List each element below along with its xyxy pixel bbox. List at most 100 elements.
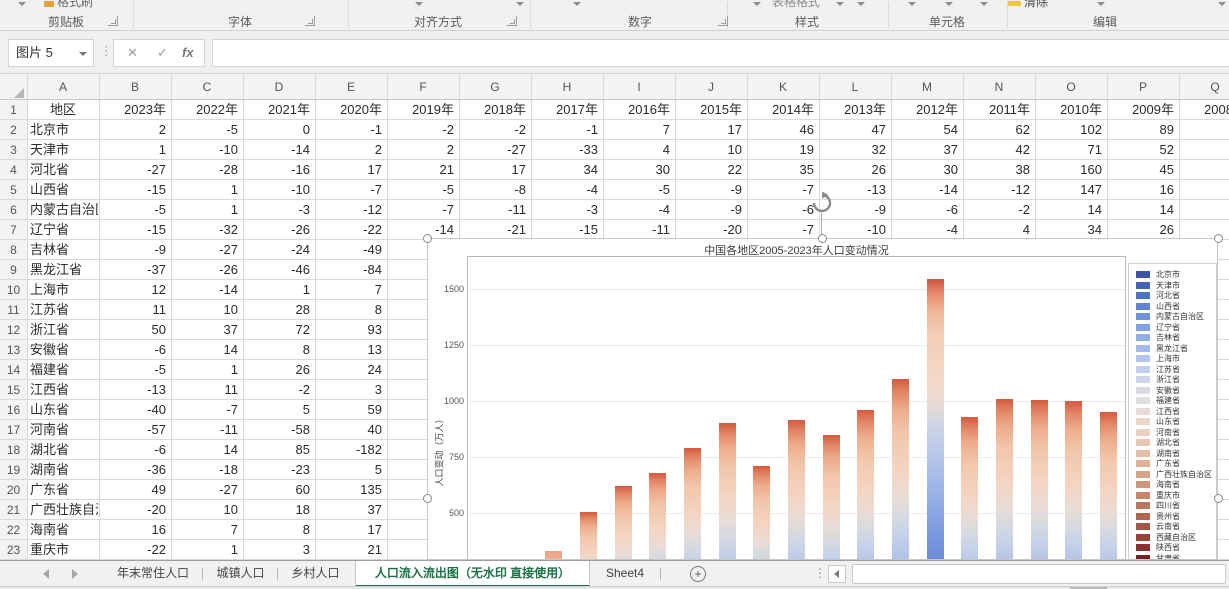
row-header-4[interactable]: 4 bbox=[10, 163, 17, 177]
value-cell[interactable]: 50 bbox=[151, 322, 166, 337]
value-cell[interactable]: 93 bbox=[367, 322, 382, 337]
row-header-3[interactable]: 3 bbox=[10, 143, 17, 157]
picture-selection-handle[interactable] bbox=[817, 233, 827, 243]
value-cell[interactable]: -57 bbox=[147, 422, 166, 437]
value-cell[interactable]: -9 bbox=[874, 202, 886, 217]
value-cell[interactable]: 35 bbox=[799, 162, 814, 177]
row-header-14[interactable]: 14 bbox=[6, 363, 21, 377]
value-cell[interactable]: 54 bbox=[943, 122, 958, 137]
value-cell[interactable]: 14 bbox=[223, 442, 238, 457]
value-cell[interactable]: -12 bbox=[363, 202, 382, 217]
row-header-20[interactable]: 20 bbox=[6, 483, 21, 497]
row-header-22[interactable]: 22 bbox=[6, 523, 21, 537]
value-cell[interactable]: -7 bbox=[802, 182, 814, 197]
chart-picture[interactable]: 中国各地区2005-2023年人口变动情况 500 750 1000 1250 1500… bbox=[427, 238, 1218, 560]
dropdown-caret-icon[interactable] bbox=[1218, 2, 1226, 6]
value-cell[interactable]: -28 bbox=[219, 162, 238, 177]
value-cell[interactable]: -11 bbox=[508, 202, 526, 217]
value-cell[interactable]: 46 bbox=[799, 122, 814, 137]
row-header-6[interactable]: 6 bbox=[10, 203, 17, 217]
region-cell[interactable]: 河北省 bbox=[30, 162, 70, 177]
value-cell[interactable]: -58 bbox=[291, 422, 310, 437]
column-header-B[interactable]: B bbox=[130, 80, 139, 94]
value-cell[interactable]: 18 bbox=[295, 502, 310, 517]
value-cell[interactable]: 24 bbox=[367, 362, 382, 377]
sheet-tab-2[interactable]: 城镇人口 bbox=[216, 566, 265, 580]
header-cell[interactable]: 2023年 bbox=[124, 102, 166, 117]
header-cell[interactable]: 2020年 bbox=[340, 102, 382, 117]
value-cell[interactable]: -2 bbox=[442, 122, 454, 137]
value-cell[interactable]: 147 bbox=[1080, 182, 1102, 197]
column-header-M[interactable]: M bbox=[922, 80, 932, 94]
value-cell[interactable]: 28 bbox=[295, 302, 310, 317]
region-cell[interactable]: 福建省 bbox=[30, 362, 70, 377]
column-header-G[interactable]: G bbox=[490, 80, 500, 94]
dropdown-caret-icon[interactable] bbox=[573, 2, 581, 6]
dropdown-caret-icon[interactable] bbox=[753, 2, 761, 6]
value-cell[interactable]: -20 bbox=[723, 222, 742, 237]
picture-selection-handle[interactable] bbox=[1213, 493, 1223, 503]
value-cell[interactable]: -22 bbox=[147, 542, 166, 557]
region-cell[interactable]: 北京市 bbox=[30, 122, 70, 137]
value-cell[interactable]: 49 bbox=[151, 482, 166, 497]
row-header-8[interactable]: 8 bbox=[10, 243, 17, 257]
value-cell[interactable]: 59 bbox=[367, 402, 382, 417]
region-cell[interactable]: 天津市 bbox=[30, 142, 70, 157]
value-cell[interactable]: -49 bbox=[363, 242, 382, 257]
value-cell[interactable]: 62 bbox=[1015, 122, 1030, 137]
formula-input[interactable] bbox=[212, 39, 1229, 67]
region-cell[interactable]: 浙江省 bbox=[30, 322, 70, 337]
value-cell[interactable]: 37 bbox=[223, 322, 238, 337]
value-cell[interactable]: -15 bbox=[579, 222, 598, 237]
column-header-P[interactable]: P bbox=[1138, 80, 1147, 94]
scrollbar-resize-grip[interactable]: ⋮ bbox=[814, 566, 826, 580]
value-cell[interactable]: -14 bbox=[291, 142, 310, 157]
value-cell[interactable]: 1 bbox=[230, 362, 238, 377]
value-cell[interactable]: -27 bbox=[507, 142, 526, 157]
value-cell[interactable]: 37 bbox=[367, 502, 382, 517]
region-cell[interactable]: 黑龙江省 bbox=[30, 262, 83, 277]
value-cell[interactable]: -2 bbox=[1018, 202, 1030, 217]
clear-icon[interactable] bbox=[1008, 1, 1021, 6]
region-cell[interactable]: 江西省 bbox=[30, 382, 70, 397]
accept-icon[interactable]: ✓ bbox=[157, 45, 168, 60]
value-cell[interactable]: 12 bbox=[151, 282, 166, 297]
picture-selection-handle[interactable] bbox=[1213, 233, 1223, 243]
value-cell[interactable]: -14 bbox=[435, 222, 454, 237]
value-cell[interactable]: 71 bbox=[1087, 142, 1102, 157]
value-cell[interactable]: -4 bbox=[658, 202, 670, 217]
new-sheet-button[interactable]: + bbox=[690, 566, 706, 582]
column-header-F[interactable]: F bbox=[419, 80, 427, 94]
header-cell[interactable]: 2017年 bbox=[556, 102, 598, 117]
region-cell[interactable]: 山西省 bbox=[30, 182, 70, 197]
value-cell[interactable]: -3 bbox=[586, 202, 598, 217]
row-header-21[interactable]: 21 bbox=[6, 503, 21, 517]
value-cell[interactable]: -4 bbox=[586, 182, 598, 197]
row-header-10[interactable]: 10 bbox=[6, 283, 21, 297]
value-cell[interactable]: -1 bbox=[370, 122, 382, 137]
column-header-A[interactable]: A bbox=[58, 80, 67, 94]
value-cell[interactable]: 135 bbox=[360, 482, 382, 497]
value-cell[interactable]: -9 bbox=[154, 242, 166, 257]
region-cell[interactable]: 湖南省 bbox=[30, 462, 70, 477]
value-cell[interactable]: -5 bbox=[154, 202, 166, 217]
value-cell[interactable]: 1 bbox=[302, 282, 310, 297]
value-cell[interactable]: 1 bbox=[158, 142, 166, 157]
dialog-launcher-icon[interactable] bbox=[305, 16, 315, 26]
header-cell[interactable]: 2011年 bbox=[989, 102, 1030, 117]
value-cell[interactable]: 11 bbox=[224, 382, 239, 397]
tab-scroll-right-icon[interactable] bbox=[72, 569, 78, 579]
value-cell[interactable]: -33 bbox=[579, 142, 598, 157]
dropdown-caret-icon[interactable] bbox=[415, 2, 423, 6]
column-header-O[interactable]: O bbox=[1066, 80, 1076, 94]
value-cell[interactable]: -32 bbox=[219, 222, 238, 237]
value-cell[interactable]: 26 bbox=[1159, 222, 1174, 237]
value-cell[interactable]: -22 bbox=[363, 222, 382, 237]
dropdown-caret-icon[interactable] bbox=[980, 2, 988, 6]
region-cell[interactable]: 广西壮族自治区 bbox=[30, 502, 98, 517]
value-cell[interactable]: 7 bbox=[374, 282, 382, 297]
value-cell[interactable]: -6 bbox=[154, 442, 166, 457]
value-cell[interactable]: -13 bbox=[147, 382, 166, 397]
value-cell[interactable]: 1 bbox=[230, 202, 238, 217]
header-cell[interactable]: 地区 bbox=[49, 102, 76, 117]
